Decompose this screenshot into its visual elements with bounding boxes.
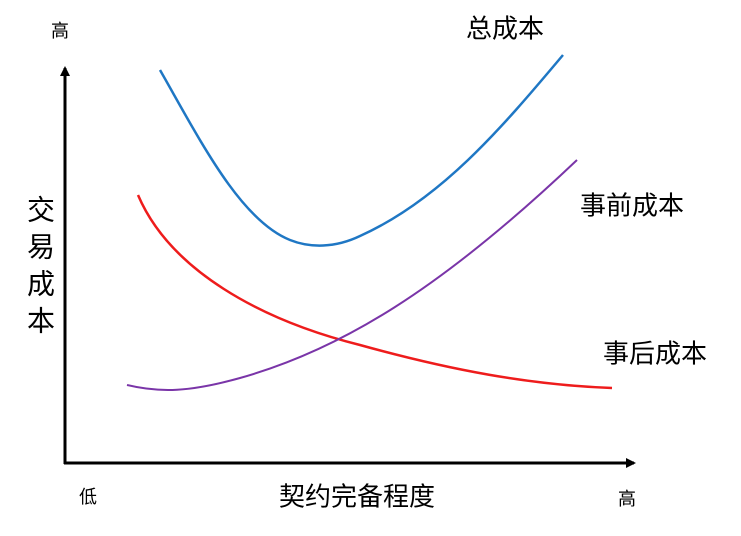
y-axis-label: 交易成本 <box>23 195 56 343</box>
total-cost-curve <box>158 54 564 247</box>
x-high-label: 高 <box>618 489 636 510</box>
ex-post-cost-label: 事后成本 <box>603 340 707 370</box>
total-cost-label: 总成本 <box>466 15 544 45</box>
ex-post-cost-curve <box>136 194 613 390</box>
x-low-label: 低 <box>79 487 97 508</box>
ex-ante-cost-label: 事前成本 <box>580 192 684 222</box>
x-axis-label: 契约完备程度 <box>279 483 435 513</box>
ex-ante-cost-curve <box>126 159 578 391</box>
y-high-label: 高 <box>51 21 69 42</box>
